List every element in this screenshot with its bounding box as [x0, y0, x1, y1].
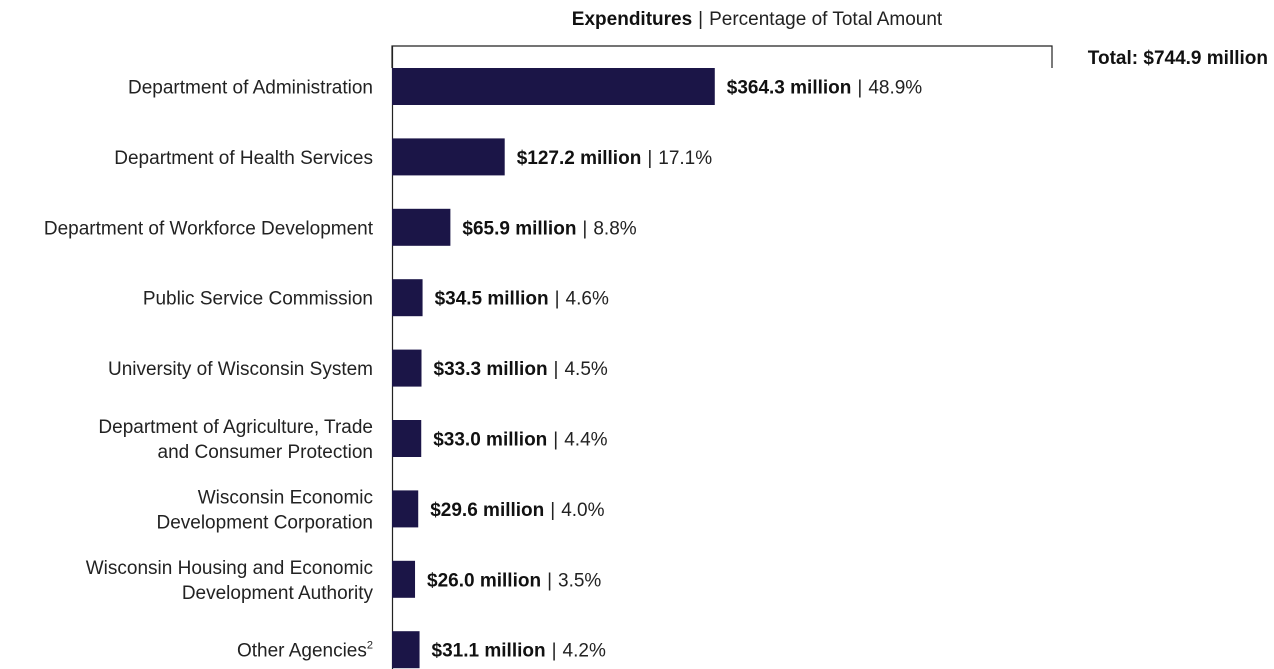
label-separator: | [582, 218, 587, 239]
chart-title-rest: Percentage of Total Amount [709, 9, 943, 30]
category-label: Wisconsin Housing and Economic [86, 558, 373, 579]
percent-label: 4.0% [561, 500, 604, 521]
bar [392, 490, 419, 528]
bar [392, 68, 715, 105]
data-label: $26.0 million | 3.5% [427, 570, 601, 591]
data-label: $364.3 million | 48.9% [727, 78, 923, 99]
value-label: $33.0 million [433, 430, 547, 451]
data-label: $127.2 million | 17.1% [517, 148, 713, 169]
bar-rows: Department of Administration $364.3 milli… [44, 68, 922, 669]
category-label: Other Agencies2 [237, 640, 373, 662]
category-label: Department of Agriculture, Trade [98, 417, 373, 438]
footnote-marker: 2 [367, 640, 373, 652]
data-label: $65.9 million | 8.8% [462, 218, 636, 239]
category-label: Department of Administration [128, 78, 373, 99]
bar [392, 349, 422, 387]
bar [392, 208, 451, 246]
data-label: $29.6 million | 4.0% [430, 500, 604, 521]
value-label: $29.6 million [430, 500, 544, 521]
bar-row: Public Service Commission $34.5 million | 4… [143, 279, 609, 317]
chart-title-bold: Expenditures [572, 9, 692, 30]
category-label: Department of Health Services [114, 148, 373, 169]
label-separator: | [554, 359, 559, 380]
bar-row: Department of Agriculture, Trade and Cons… [98, 417, 607, 463]
category-label: Wisconsin Economic [198, 487, 373, 508]
data-label: $33.0 million | 4.4% [433, 430, 607, 451]
category-label: Public Service Commission [143, 289, 373, 310]
chart-header: Expenditures | Percentage of Total Amount [572, 9, 943, 30]
category-label: Development Authority [182, 583, 374, 604]
label-separator: | [550, 500, 555, 521]
chart-title: Expenditures | Percentage of Total Amount [572, 9, 943, 30]
label-separator: | [553, 430, 558, 451]
bar-row: Department of Workforce Development $65.9… [44, 208, 637, 246]
percent-label: 48.9% [868, 78, 922, 99]
percent-label: 4.6% [566, 289, 609, 310]
value-label: $34.5 million [435, 289, 549, 310]
total-label: Total: $744.9 million [1088, 48, 1268, 69]
total-bracket [391, 45, 1053, 68]
data-label: $34.5 million | 4.6% [435, 289, 609, 310]
data-label: $33.3 million | 4.5% [434, 359, 608, 380]
label-separator: | [555, 289, 560, 310]
percent-label: 4.2% [563, 641, 606, 662]
bar-row: Wisconsin Economic Development Corporatio… [156, 487, 604, 533]
value-label: $65.9 million [462, 218, 576, 239]
bar-row: Wisconsin Housing and Economic Developmen… [86, 558, 602, 604]
label-separator: | [857, 78, 862, 99]
bar [392, 420, 422, 457]
category-label: Development Corporation [156, 512, 373, 533]
bar [392, 560, 416, 598]
chart-title-separator: | [698, 9, 703, 30]
value-label: $364.3 million [727, 78, 852, 99]
percent-label: 4.4% [564, 430, 607, 451]
percent-label: 8.8% [593, 218, 636, 239]
bar [392, 631, 420, 669]
bar-row: Other Agencies2 $31.1 million | 4.2% [237, 631, 606, 669]
bar [392, 138, 505, 176]
percent-label: 17.1% [658, 148, 712, 169]
bar [392, 279, 423, 317]
data-label: $31.1 million | 4.2% [432, 641, 606, 662]
category-label: and Consumer Protection [158, 442, 373, 463]
label-separator: | [547, 570, 552, 591]
category-label: Department of Workforce Development [44, 218, 374, 239]
category-label: University of Wisconsin System [108, 359, 373, 380]
label-separator: | [552, 641, 557, 662]
percent-label: 4.5% [564, 359, 607, 380]
value-label: $127.2 million [517, 148, 642, 169]
bar-row: Department of Health Services $127.2 mill… [114, 138, 713, 176]
value-label: $31.1 million [432, 641, 546, 662]
value-label: $33.3 million [434, 359, 548, 380]
bar-row: Department of Administration $364.3 milli… [128, 68, 922, 105]
value-label: $26.0 million [427, 570, 541, 591]
percent-label: 3.5% [558, 570, 601, 591]
label-separator: | [647, 148, 652, 169]
bar-row: University of Wisconsin System $33.3 mill… [108, 349, 608, 387]
